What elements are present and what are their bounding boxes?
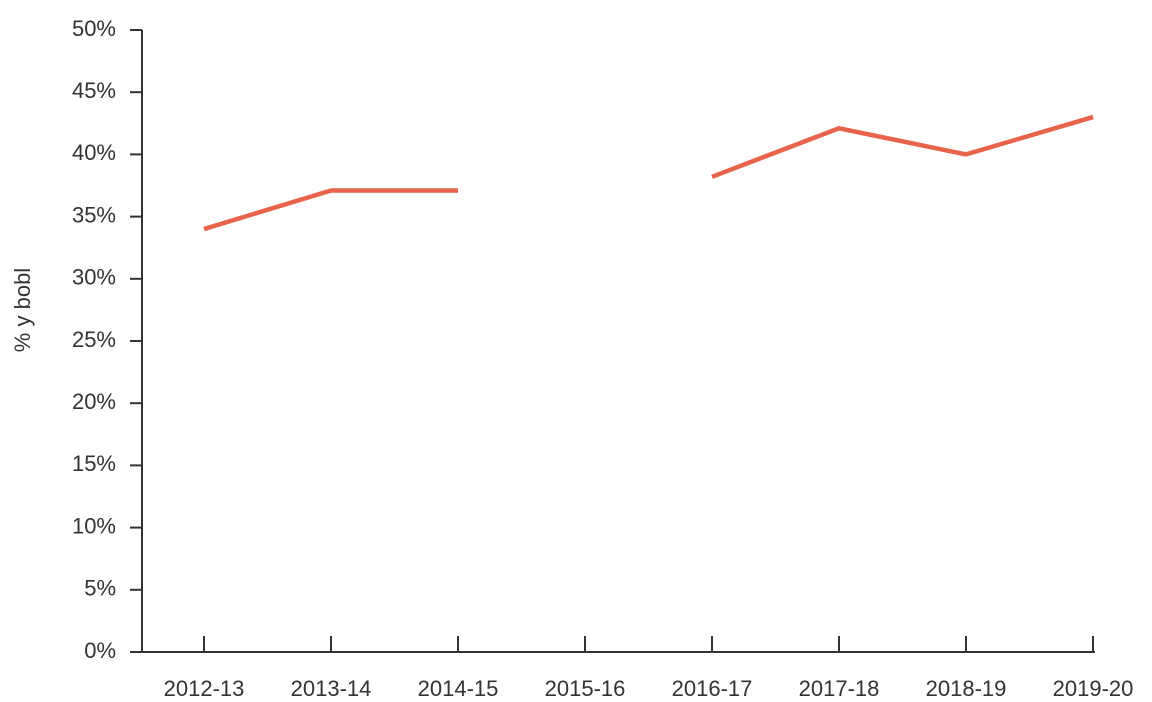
y-tick-label: 5% [84,576,116,601]
x-tick-label: 2014-15 [418,676,499,701]
y-tick-label: 45% [72,78,116,103]
y-tick-label: 20% [72,389,116,414]
y-tick-label: 25% [72,327,116,352]
x-tick-label: 2018-19 [926,676,1007,701]
y-tick-label: 0% [84,638,116,663]
y-tick-label: 50% [72,16,116,41]
x-tick-label: 2013-14 [291,676,372,701]
y-tick-label: 10% [72,513,116,538]
x-tick-label: 2016-17 [672,676,753,701]
data-line [203,114,1094,232]
x-tick-label: 2019-20 [1053,676,1134,701]
y-tick-label: 35% [72,202,116,227]
x-tick-label: 2017-18 [799,676,880,701]
y-tick-label: 40% [72,140,116,165]
y-tick-label: 15% [72,451,116,476]
x-tick-label: 2012-13 [164,676,245,701]
y-tick-label: 30% [72,265,116,290]
y-axis-label: % y bobl [10,268,35,352]
x-tick-label: 2015-16 [545,676,626,701]
